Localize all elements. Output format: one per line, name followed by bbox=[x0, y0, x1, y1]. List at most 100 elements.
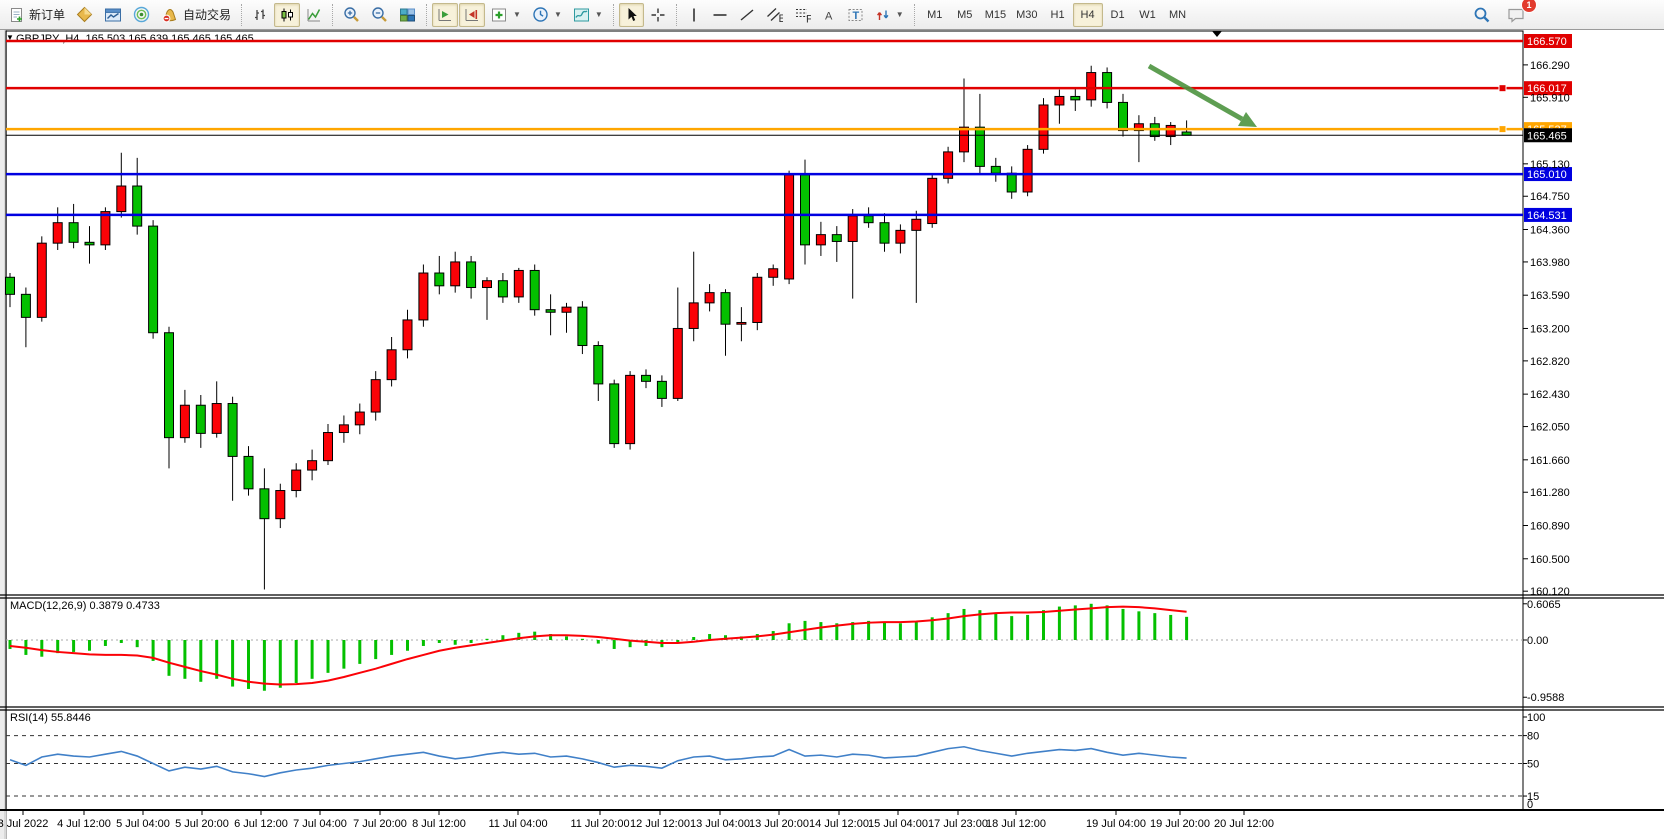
arrows-tool-button[interactable]: ▼ bbox=[870, 3, 909, 27]
price-badge-label: 164.531 bbox=[1527, 210, 1567, 222]
crosshair-icon bbox=[651, 8, 665, 21]
price-line-handle[interactable] bbox=[1498, 84, 1507, 93]
chart-canvas[interactable]: 166.570166.017165.537165.465165.010164.5… bbox=[0, 30, 1664, 839]
indicators-button[interactable]: ▼ bbox=[486, 3, 526, 27]
notifications-button[interactable]: 1 bbox=[1502, 0, 1537, 27]
rsi-scale-label: 50 bbox=[1527, 759, 1539, 771]
rsi-scale-label: 100 bbox=[1527, 712, 1545, 724]
text-tool-button[interactable]: A bbox=[817, 3, 841, 27]
price-badge-label: 165.465 bbox=[1527, 130, 1567, 142]
bar-chart-button[interactable] bbox=[247, 3, 273, 27]
time-axis-label: 3 Jul 2022 bbox=[0, 818, 48, 830]
time-axis-label: 17 Jul 23:00 bbox=[928, 818, 988, 830]
candle-body bbox=[927, 177, 938, 225]
timeframe-M1[interactable]: M1 bbox=[927, 8, 943, 21]
rsi-indicator-label: RSI(14) 55.8446 bbox=[10, 712, 91, 724]
chart-shift-icon bbox=[465, 8, 479, 21]
autotrade-button[interactable]: 自动交易 bbox=[156, 3, 236, 27]
cursor-icon bbox=[628, 7, 637, 21]
candle-body bbox=[593, 345, 604, 385]
timeframe-H1[interactable]: H1 bbox=[1050, 8, 1065, 21]
candle-body bbox=[68, 222, 79, 243]
candle-body bbox=[911, 218, 922, 231]
candle-body bbox=[688, 302, 699, 329]
candle-body bbox=[784, 174, 795, 280]
trendline-icon bbox=[740, 8, 754, 21]
time-axis-label: 15 Jul 04:00 bbox=[868, 818, 928, 830]
auto-scroll-button[interactable] bbox=[432, 2, 459, 27]
search-button[interactable] bbox=[1468, 3, 1496, 27]
candle-body bbox=[800, 174, 810, 246]
time-axis-label: 7 Jul 04:00 bbox=[293, 818, 347, 830]
candle-body bbox=[116, 185, 127, 213]
time-axis-label: 5 Jul 04:00 bbox=[116, 818, 170, 830]
period-button[interactable]: ▼ bbox=[527, 3, 567, 27]
price-line-handle[interactable] bbox=[1498, 125, 1507, 134]
timeframe-M15[interactable]: M15 bbox=[984, 8, 1007, 21]
candle-body bbox=[863, 215, 874, 224]
candle-body bbox=[211, 403, 222, 434]
new-chart-button[interactable] bbox=[99, 3, 127, 27]
time-axis-label: 5 Jul 20:00 bbox=[175, 818, 229, 830]
channel-tool-button[interactable]: E bbox=[761, 3, 788, 27]
chevron-down-icon: ▼ bbox=[553, 10, 562, 19]
timeframe-D1[interactable]: D1 bbox=[1110, 8, 1125, 21]
timeframe-M30[interactable]: M30 bbox=[1016, 8, 1038, 21]
candle-body bbox=[338, 424, 349, 434]
candle-body bbox=[466, 261, 477, 289]
price-badge-label: 166.570 bbox=[1527, 36, 1567, 48]
autotrade-icon bbox=[162, 9, 177, 23]
trendline-tool-button[interactable] bbox=[734, 3, 760, 27]
candle-body bbox=[450, 261, 461, 287]
candlestick-chart-button[interactable] bbox=[274, 2, 301, 27]
timeframe-group: M1 M5 M15 M30 H1 H4 D1 W1 MN bbox=[920, 2, 1193, 27]
timeframe-M5[interactable]: M5 bbox=[957, 8, 973, 21]
zoom-in-icon bbox=[344, 7, 359, 22]
rsi-scale-label: 80 bbox=[1527, 731, 1539, 743]
timeframe-MN[interactable]: MN bbox=[1168, 8, 1187, 21]
macd-scale-label: 0.6065 bbox=[1527, 599, 1561, 611]
candle-body bbox=[1022, 148, 1033, 193]
toolbar-separator bbox=[426, 3, 428, 26]
timeframe-H4[interactable]: H4 bbox=[1072, 2, 1103, 27]
crosshair-tool-button[interactable] bbox=[645, 3, 671, 27]
candle-body bbox=[990, 165, 1001, 174]
candle-body bbox=[307, 460, 318, 471]
fibonacci-tool-button[interactable]: F bbox=[789, 3, 816, 27]
candle-body bbox=[672, 327, 683, 399]
candle-body bbox=[1086, 72, 1097, 101]
cursor-tool-button[interactable] bbox=[618, 2, 644, 27]
templates-button[interactable]: ▼ bbox=[568, 3, 608, 27]
candle-body bbox=[418, 272, 429, 321]
rsi-scale-label: 15 bbox=[1527, 791, 1539, 803]
tile-windows-button[interactable] bbox=[394, 3, 421, 27]
new-order-button[interactable]: 新订单 bbox=[4, 3, 70, 27]
gold-diamond-button[interactable] bbox=[71, 3, 98, 27]
candle-body bbox=[5, 276, 15, 295]
gold-diamond-icon bbox=[76, 6, 93, 23]
candle-body bbox=[545, 309, 556, 313]
chart-shift-marker[interactable] bbox=[1212, 31, 1222, 37]
candle-body bbox=[641, 374, 651, 382]
trend-arrow-head[interactable] bbox=[1238, 112, 1257, 127]
signals-button[interactable] bbox=[128, 3, 155, 27]
zoom-out-button[interactable] bbox=[366, 3, 393, 27]
macd-scale-label: 0.00 bbox=[1527, 635, 1548, 647]
chart-shift-button[interactable] bbox=[459, 2, 486, 27]
text-label-icon: T bbox=[848, 8, 863, 22]
candle-body bbox=[482, 280, 492, 289]
svg-text:T: T bbox=[852, 10, 859, 22]
svg-text:A: A bbox=[825, 10, 833, 22]
label-tool-button[interactable]: T bbox=[842, 3, 869, 27]
vertical-line-tool-button[interactable] bbox=[682, 3, 706, 27]
macd-signal-line bbox=[9, 605, 1187, 686]
templates-icon bbox=[573, 8, 589, 21]
timeframe-W1[interactable]: W1 bbox=[1139, 8, 1156, 21]
price-badge bbox=[1524, 81, 1572, 96]
candle-body bbox=[974, 126, 985, 167]
zoom-in-button[interactable] bbox=[338, 3, 365, 27]
horizontal-line-tool-button[interactable] bbox=[707, 3, 733, 27]
trend-arrow-line[interactable] bbox=[1147, 63, 1244, 122]
candle-body bbox=[100, 211, 111, 246]
line-chart-button[interactable] bbox=[301, 3, 327, 27]
